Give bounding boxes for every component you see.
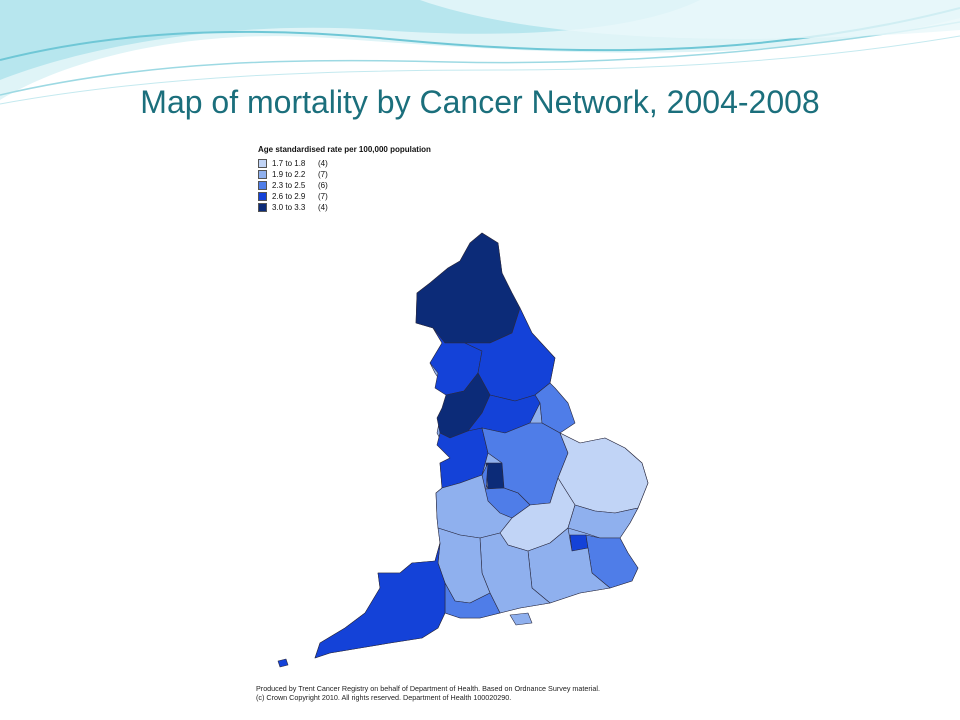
legend-item: 2.6 to 2.9 (7): [258, 191, 431, 202]
legend-swatch: [258, 170, 267, 179]
legend-item: 2.3 to 2.5 (6): [258, 180, 431, 191]
legend-swatch: [258, 181, 267, 190]
map-region-essex: [567, 504, 639, 539]
map-legend: Age standardised rate per 100,000 popula…: [258, 145, 431, 213]
map-region-isle-of-wight: [509, 612, 533, 626]
legend-label: 3.0 to 3.3 (4): [272, 203, 328, 212]
credit-line-2: (c) Crown Copyright 2010. All rights res…: [256, 693, 512, 702]
map-region-merseyside: [485, 462, 505, 490]
legend-label: 2.3 to 2.5 (6): [272, 181, 328, 190]
map-region-northern: [415, 232, 521, 344]
legend-swatch: [258, 203, 267, 212]
legend-count: (7): [318, 192, 328, 201]
map-region-arden: [481, 462, 531, 519]
map-region-peninsula: [314, 542, 446, 659]
legend-range: 1.9 to 2.2: [272, 170, 306, 179]
legend-label: 1.9 to 2.2 (7): [272, 170, 328, 179]
legend-range: 2.6 to 2.9: [272, 192, 306, 201]
legend-count: (7): [318, 170, 328, 179]
map-region-dorset: [444, 582, 501, 619]
legend-count: (6): [318, 181, 328, 190]
legend-item: 1.9 to 2.2 (7): [258, 169, 431, 180]
map-region-isles-of-scilly: [277, 658, 289, 668]
map-region-humber: [534, 382, 576, 434]
legend-title: Age standardised rate per 100,000 popula…: [258, 145, 431, 154]
legend-items: 1.7 to 1.8 (4) 1.9 to 2.2 (7) 2.3 to 2.5 (6) 2…: [258, 158, 431, 213]
legend-label: 2.6 to 2.9 (7): [272, 192, 328, 201]
legend-count: (4): [318, 203, 328, 212]
slide-title: Map of mortality by Cancer Network, 2004…: [140, 84, 820, 120]
legend-range: 3.0 to 3.3: [272, 203, 306, 212]
legend-count: (4): [318, 159, 328, 168]
legend-item: 3.0 to 3.3 (4): [258, 202, 431, 213]
legend-range: 1.7 to 1.8: [272, 159, 306, 168]
credit-line-1: Produced by Trent Cancer Registry on beh…: [256, 684, 600, 693]
cancer-network-map: [277, 232, 649, 668]
legend-range: 2.3 to 2.5: [272, 181, 306, 190]
map-panel: Age standardised rate per 100,000 popula…: [250, 133, 732, 711]
map-credit: Produced by Trent Cancer Registry on beh…: [256, 684, 600, 702]
legend-item: 1.7 to 1.8 (4): [258, 158, 431, 169]
legend-swatch: [258, 159, 267, 168]
legend-swatch: [258, 192, 267, 201]
header-swoosh-decoration: [0, 0, 960, 105]
legend-label: 1.7 to 1.8 (4): [272, 159, 328, 168]
